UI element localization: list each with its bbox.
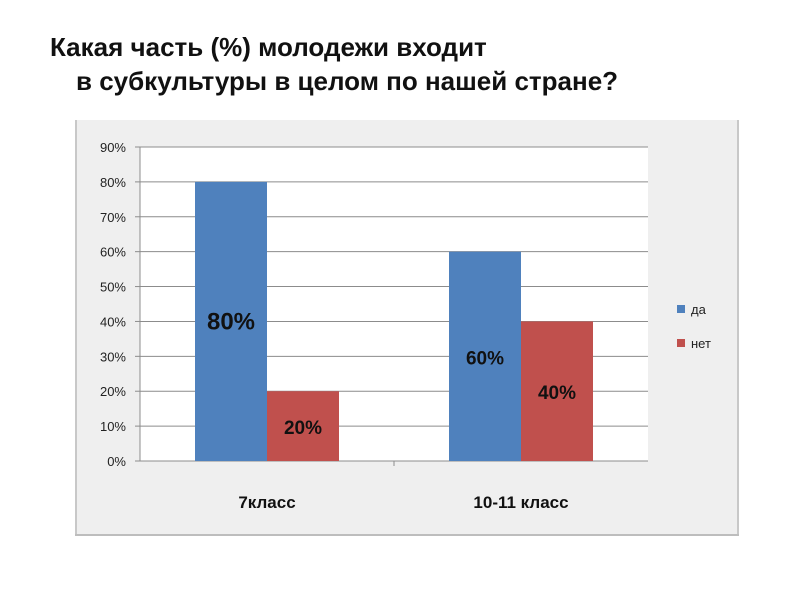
data-label: 80% [207, 308, 255, 335]
data-label: 40% [538, 383, 576, 404]
y-tick-label: 80% [100, 175, 126, 190]
y-tick-label: 0% [107, 454, 126, 469]
x-category-label: 7класс [238, 493, 295, 512]
bar [267, 391, 339, 461]
bar [521, 321, 593, 461]
chart-frame-bottom-rule [75, 534, 739, 536]
data-label: 20% [284, 418, 322, 439]
y-tick-label: 90% [100, 140, 126, 155]
bar [195, 181, 267, 461]
legend-label: нет [691, 336, 711, 351]
legend-label: да [691, 302, 707, 317]
y-tick-label: 40% [100, 314, 126, 329]
x-category-label: 10-11 класс [473, 493, 568, 512]
legend-swatch [677, 305, 685, 313]
y-tick-label: 50% [100, 280, 126, 295]
slide-title-line-1: Какая часть (%) молодежи входит [50, 32, 487, 62]
y-tick-label: 30% [100, 349, 126, 364]
slide-title-line-2: в субкультуры в целом по нашей стране? [76, 66, 619, 96]
y-tick-label: 20% [100, 384, 126, 399]
y-tick-label: 70% [100, 210, 126, 225]
legend-swatch [677, 339, 685, 347]
data-label: 60% [466, 348, 504, 369]
slide-title: Какая часть (%) молодежи входит в субкул… [50, 30, 770, 98]
y-tick-label: 10% [100, 419, 126, 434]
y-tick-label: 60% [100, 245, 126, 260]
bar [449, 251, 521, 461]
